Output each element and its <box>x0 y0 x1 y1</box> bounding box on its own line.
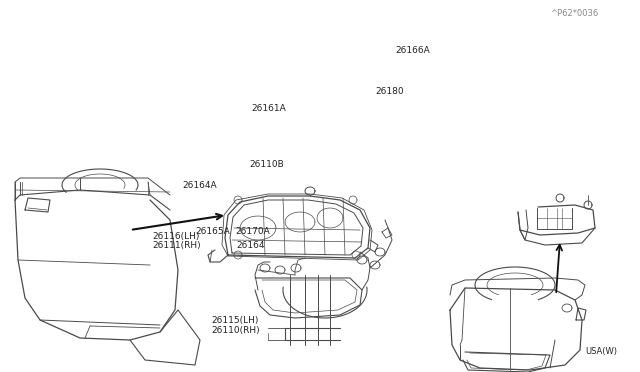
Text: 26166A: 26166A <box>396 46 430 55</box>
Text: USA(W): USA(W) <box>586 347 618 356</box>
Text: 26170A: 26170A <box>236 227 270 236</box>
Text: 26116(LH): 26116(LH) <box>152 232 200 241</box>
Text: 26161A: 26161A <box>252 105 286 113</box>
Text: 26111(RH): 26111(RH) <box>152 241 201 250</box>
Text: 26164A: 26164A <box>182 182 217 190</box>
Text: 26110B: 26110B <box>250 160 284 169</box>
Text: 26115(LH): 26115(LH) <box>211 316 259 325</box>
Text: 26164: 26164 <box>237 241 266 250</box>
Text: ^P62*0036: ^P62*0036 <box>550 9 598 18</box>
Text: 26165A: 26165A <box>195 227 230 236</box>
Text: 26180: 26180 <box>375 87 404 96</box>
Text: 26110(RH): 26110(RH) <box>211 326 260 335</box>
